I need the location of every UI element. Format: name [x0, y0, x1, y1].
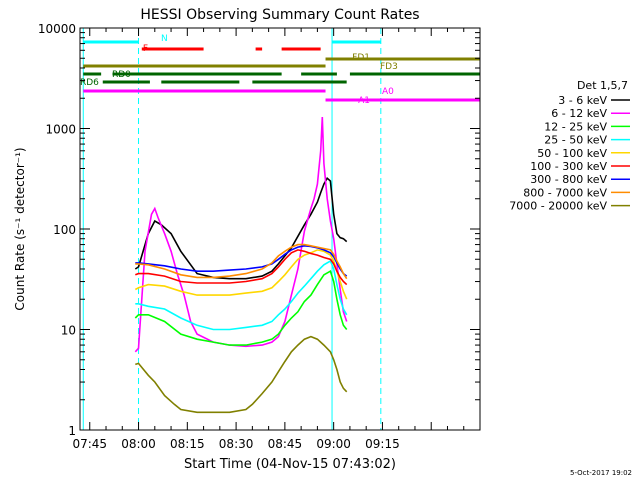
- y-tick-label: 1000: [45, 123, 76, 137]
- x-axis-label: Start Time (04-Nov-15 07:43:02): [184, 457, 396, 472]
- legend-entry-label: 12 - 25 keV: [544, 120, 607, 133]
- flag-bar-label-f: F: [143, 44, 148, 54]
- series-line-8: [135, 335, 348, 414]
- flag-bar-label-a1: A1: [358, 96, 370, 106]
- y-tick-label: 10000: [38, 22, 76, 36]
- y-axis-label: Count Rate (s⁻¹ detector⁻¹): [13, 147, 27, 310]
- x-tick-label: 08:15: [170, 437, 205, 451]
- series-line-4: [134, 249, 348, 300]
- chart-title: HESSI Observing Summary Count Rates: [140, 7, 419, 23]
- legend-title: Det 1,5,7: [577, 79, 628, 92]
- flag-bar-label-a0: A0: [382, 87, 394, 97]
- series-line-6: [135, 244, 348, 277]
- legend-entry-label: 3 - 6 keV: [558, 94, 607, 107]
- flag-bar-label-n: N: [161, 34, 168, 44]
- series-line-7: [135, 243, 348, 280]
- flag-bar-label-fd3: FD3: [380, 62, 398, 72]
- series-line-0: [134, 176, 348, 280]
- x-tick-label: 08:30: [219, 437, 254, 451]
- legend-entry-label: 50 - 100 keV: [537, 147, 607, 160]
- series-line-2: [134, 270, 348, 346]
- flag-bar-label-rd0: RD0: [112, 70, 131, 80]
- footer-date: 5-Oct-2017 19:02: [570, 469, 632, 477]
- series-line-3: [135, 259, 348, 331]
- y-tick-label: 10: [61, 324, 76, 338]
- y-tick-label: 100: [53, 223, 76, 237]
- x-tick-label: 08:00: [121, 437, 156, 451]
- x-tick-label: 09:15: [365, 437, 400, 451]
- legend-entry-label: 7000 - 20000 keV: [509, 200, 607, 213]
- x-tick-label: 08:45: [268, 437, 303, 451]
- x-tick-label: 09:00: [316, 437, 351, 451]
- legend-entry-label: 100 - 300 keV: [530, 160, 607, 173]
- legend-entry-label: 25 - 50 keV: [544, 134, 607, 147]
- legend-entry-label: 800 - 7000 keV: [523, 186, 607, 199]
- x-tick-label: 07:45: [72, 437, 107, 451]
- flag-bar-label-rd6: RD6: [80, 78, 99, 88]
- legend-entry-label: 300 - 800 keV: [530, 173, 607, 186]
- y-tick-label: 1: [68, 424, 76, 438]
- series-line-1: [134, 116, 348, 353]
- series-line-5: [135, 249, 348, 286]
- legend-entry-label: 6 - 12 keV: [551, 107, 607, 120]
